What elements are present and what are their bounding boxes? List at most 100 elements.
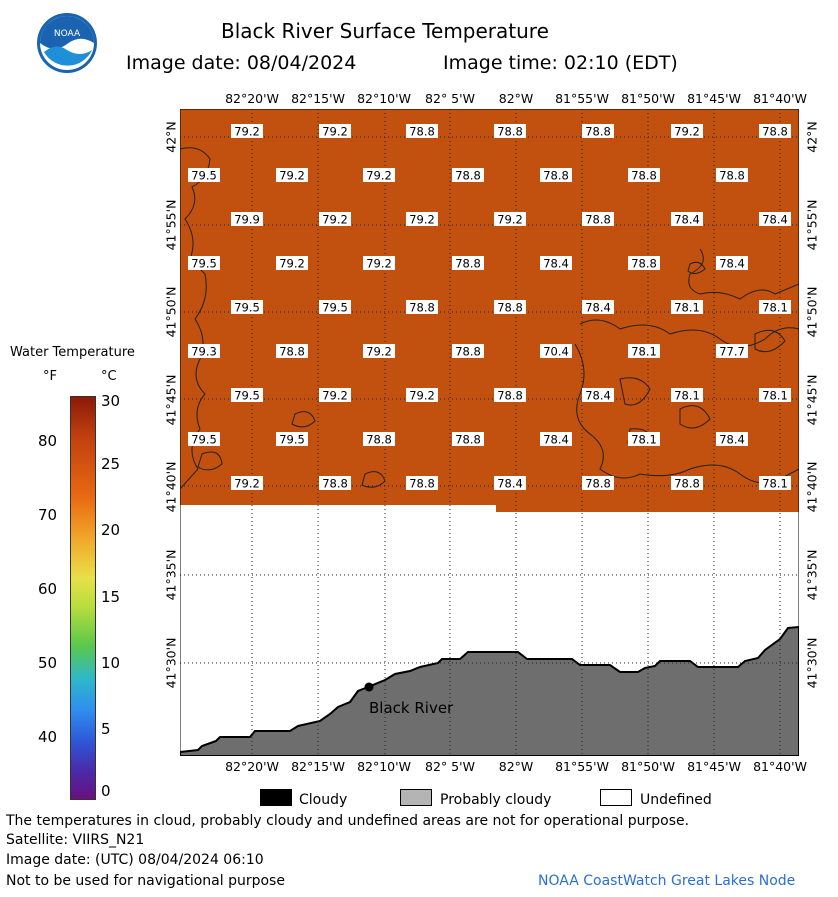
svg-text:79.5: 79.5 (191, 169, 217, 183)
temperature-label: 78.8 (276, 344, 308, 359)
svg-text:78.8: 78.8 (497, 389, 523, 403)
svg-text:77.7: 77.7 (719, 345, 745, 359)
noaa-logo-text: NOAA (54, 29, 81, 39)
longitude-label: 81°40'W (753, 759, 807, 774)
temperature-label: 78.8 (452, 256, 484, 271)
svg-text:78.8: 78.8 (409, 301, 435, 315)
svg-text:79.9: 79.9 (234, 213, 260, 227)
svg-text:78.4: 78.4 (719, 257, 745, 271)
longitude-label: 81°50'W (621, 91, 675, 106)
temperature-label: 79.5 (276, 432, 308, 447)
svg-text:79.5: 79.5 (234, 389, 260, 403)
temperature-label: 79.2 (231, 124, 263, 139)
longitude-label: 82°15'W (291, 759, 345, 774)
latitude-label: 41°45'N (804, 374, 820, 426)
temperature-label: 78.8 (671, 476, 703, 491)
temperature-label: 77.7 (716, 344, 748, 359)
temperature-label: 78.8 (628, 168, 660, 183)
black-river-marker (364, 682, 374, 692)
temperature-label: 78.4 (494, 476, 526, 491)
temperature-label: 78.8 (406, 476, 438, 491)
latitude-label: 41°55'N (163, 199, 179, 251)
temperature-label: 78.4 (582, 388, 614, 403)
svg-text:79.2: 79.2 (322, 389, 348, 403)
svg-text:78.8: 78.8 (631, 169, 657, 183)
svg-text:78.1: 78.1 (674, 301, 700, 315)
svg-text:79.5: 79.5 (234, 301, 260, 315)
probably-cloudy-label: Probably cloudy (440, 792, 552, 808)
svg-text:79.2: 79.2 (409, 213, 435, 227)
longitude-label: 82°10'W (357, 759, 411, 774)
svg-text:79.2: 79.2 (234, 477, 260, 491)
cloudy-swatch (260, 789, 292, 806)
temperature-label: 78.8 (759, 124, 791, 139)
temperature-label: 78.8 (540, 168, 572, 183)
temperature-label: 78.4 (540, 256, 572, 271)
satellite-text: Satellite: VIIRS_N21 (6, 832, 145, 848)
svg-text:79.5: 79.5 (279, 433, 305, 447)
celsius-tick: 30 (101, 392, 121, 410)
fahrenheit-tick: 50 (38, 654, 58, 672)
image-date-utc: Image date: (UTC) 08/04/2024 06:10 (6, 852, 264, 868)
svg-text:79.2: 79.2 (497, 213, 523, 227)
svg-text:78.8: 78.8 (585, 213, 611, 227)
temperature-label: 79.2 (406, 388, 438, 403)
temperature-label: 79.2 (319, 124, 351, 139)
temperature-label: 79.2 (671, 124, 703, 139)
longitude-label: 82°15'W (291, 91, 345, 106)
svg-text:78.4: 78.4 (674, 213, 700, 227)
svg-text:78.8: 78.8 (366, 433, 392, 447)
unit-fahrenheit: °F (43, 369, 57, 384)
temperature-map: 79.2 79.2 78.8 78.8 78.8 79.2 78.8 79.5 79.2 79.2… (179, 108, 800, 757)
temperature-label: 78.4 (716, 256, 748, 271)
color-scale-bar (70, 396, 96, 800)
temperature-label: 79.2 (363, 168, 395, 183)
latitude-label: 41°30'N (163, 637, 179, 689)
temperature-label: 78.1 (759, 388, 791, 403)
temperature-label: 79.2 (319, 212, 351, 227)
latitude-label: 41°50'N (804, 286, 820, 338)
page-title: Black River Surface Temperature (221, 19, 549, 43)
cloudy-label: Cloudy (299, 792, 348, 808)
temperature-label: 79.5 (231, 388, 263, 403)
temperature-label: 78.8 (582, 476, 614, 491)
svg-text:78.8: 78.8 (631, 257, 657, 271)
temperature-label: 78.1 (759, 300, 791, 315)
svg-text:78.8: 78.8 (322, 477, 348, 491)
svg-text:78.4: 78.4 (497, 477, 523, 491)
latitude-label: 41°35'N (163, 549, 179, 601)
fahrenheit-tick: 80 (38, 432, 58, 450)
svg-text:79.2: 79.2 (322, 125, 348, 139)
temperature-label: 78.4 (716, 432, 748, 447)
longitude-label: 81°45'W (687, 91, 741, 106)
temperature-label: 79.5 (188, 432, 220, 447)
longitude-label: 81°45'W (687, 759, 741, 774)
temperature-label: 79.5 (231, 300, 263, 315)
celsius-tick: 15 (101, 588, 121, 606)
temperature-label: 78.1 (671, 300, 703, 315)
celsius-tick: 25 (101, 455, 121, 473)
svg-text:78.8: 78.8 (497, 125, 523, 139)
temperature-label: 79.2 (276, 168, 308, 183)
temperature-label: 78.1 (759, 476, 791, 491)
svg-text:78.8: 78.8 (409, 477, 435, 491)
svg-text:79.5: 79.5 (322, 301, 348, 315)
temperature-label: 78.8 (319, 476, 351, 491)
temperature-label: 78.8 (406, 124, 438, 139)
color-scale-title: Water Temperature (10, 345, 135, 360)
temperature-label: 78.8 (452, 168, 484, 183)
latitude-label: 41°35'N (804, 549, 820, 601)
svg-text:79.2: 79.2 (234, 125, 260, 139)
svg-text:78.8: 78.8 (543, 169, 569, 183)
temperature-label: 78.8 (494, 388, 526, 403)
svg-text:78.4: 78.4 (543, 433, 569, 447)
svg-text:79.2: 79.2 (279, 169, 305, 183)
temperature-label: 78.4 (759, 212, 791, 227)
svg-text:78.4: 78.4 (585, 301, 611, 315)
svg-text:79.5: 79.5 (191, 433, 217, 447)
svg-text:79.2: 79.2 (366, 257, 392, 271)
svg-text:78.4: 78.4 (762, 213, 788, 227)
latitude-label: 42°N (804, 121, 820, 153)
temperature-label: 79.2 (319, 388, 351, 403)
temperature-label: 78.1 (671, 388, 703, 403)
